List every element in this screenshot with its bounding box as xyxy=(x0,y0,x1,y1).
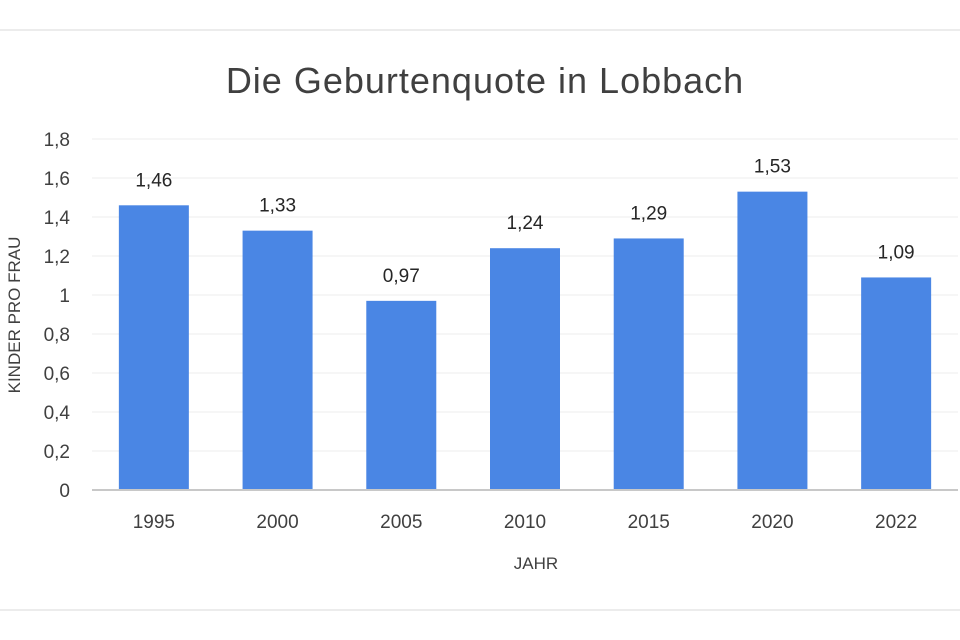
x-tick-label: 2000 xyxy=(256,512,298,533)
bar xyxy=(490,248,560,490)
y-tick-label: 1 xyxy=(59,286,70,307)
data-label: 1,33 xyxy=(259,196,296,217)
chart-title: Die Geburtenquote in Lobbach xyxy=(226,60,744,101)
x-tick-label: 2005 xyxy=(380,512,422,533)
y-tick-label: 0,4 xyxy=(44,403,71,424)
data-label: 1,53 xyxy=(754,157,791,178)
y-axis-title: KINDER PRO FRAU xyxy=(5,237,24,394)
x-tick-label: 2010 xyxy=(504,512,546,533)
y-tick-label: 0,8 xyxy=(44,325,70,346)
y-tick-label: 1,6 xyxy=(44,169,70,190)
x-tick-label: 1995 xyxy=(133,512,175,533)
x-axis-ticks: 1995 2000 2005 2010 2015 2020 2022 xyxy=(133,512,918,533)
data-label: 1,09 xyxy=(878,242,915,263)
x-axis-title: JAHR xyxy=(514,554,558,573)
bar xyxy=(118,205,189,491)
y-tick-label: 0,2 xyxy=(44,442,70,463)
y-tick-label: 1,2 xyxy=(44,247,70,268)
x-tick-label: 2020 xyxy=(751,512,793,533)
x-tick-label: 2022 xyxy=(875,512,917,533)
data-label: 1,29 xyxy=(630,203,667,224)
bar xyxy=(861,277,932,490)
bar xyxy=(613,238,684,490)
data-label: 1,46 xyxy=(135,170,172,191)
data-label: 1,24 xyxy=(507,213,544,234)
x-tick-label: 2015 xyxy=(628,512,670,533)
data-label: 0,97 xyxy=(383,266,420,287)
y-tick-label: 0 xyxy=(59,481,70,502)
bar xyxy=(366,300,437,490)
bars xyxy=(118,191,932,491)
y-axis-ticks: 0 0,2 0,4 0,6 0,8 1 1,2 1,4 1,6 1,8 xyxy=(44,130,71,502)
y-tick-label: 1,8 xyxy=(44,130,70,151)
y-tick-label: 1,4 xyxy=(44,208,71,229)
bar xyxy=(242,230,313,490)
data-labels: 1,46 1,33 0,97 1,24 1,29 1,53 1,09 xyxy=(135,157,914,287)
y-tick-label: 0,6 xyxy=(44,364,70,385)
bar xyxy=(737,191,808,490)
